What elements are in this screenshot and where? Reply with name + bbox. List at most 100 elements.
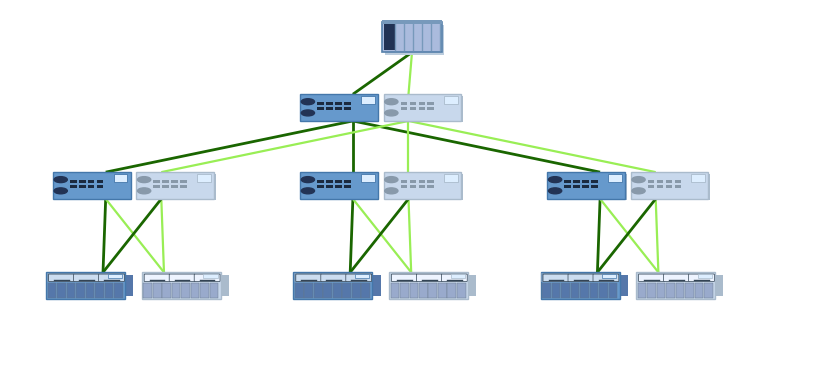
Bar	[105, 283, 114, 298]
Bar	[317, 185, 324, 188]
FancyBboxPatch shape	[73, 274, 100, 282]
Bar	[428, 283, 437, 298]
FancyBboxPatch shape	[321, 274, 347, 282]
Bar	[592, 180, 598, 183]
Bar	[382, 20, 442, 24]
FancyBboxPatch shape	[49, 274, 74, 282]
Circle shape	[632, 188, 645, 194]
Bar	[676, 283, 684, 298]
Bar	[695, 283, 703, 298]
Bar	[400, 180, 407, 183]
Bar	[466, 275, 476, 296]
Bar	[326, 107, 333, 110]
Bar	[153, 283, 162, 298]
Circle shape	[302, 188, 315, 194]
Bar	[294, 273, 372, 282]
Bar	[419, 185, 425, 188]
FancyBboxPatch shape	[391, 274, 417, 282]
Bar	[200, 283, 209, 298]
Bar	[335, 102, 342, 105]
Bar	[428, 185, 434, 188]
Bar	[219, 275, 229, 296]
Bar	[552, 283, 560, 298]
Bar	[428, 102, 434, 105]
FancyBboxPatch shape	[389, 272, 468, 299]
Bar	[70, 180, 77, 183]
FancyBboxPatch shape	[300, 94, 377, 121]
Bar	[48, 283, 57, 298]
Bar	[317, 102, 324, 105]
Circle shape	[385, 188, 398, 194]
Bar	[541, 273, 619, 282]
FancyBboxPatch shape	[639, 274, 664, 282]
Bar	[79, 180, 86, 183]
Bar	[657, 283, 665, 298]
Circle shape	[549, 188, 562, 194]
Bar	[561, 283, 569, 298]
Bar	[324, 283, 332, 298]
FancyBboxPatch shape	[99, 274, 124, 282]
FancyBboxPatch shape	[293, 272, 372, 299]
FancyBboxPatch shape	[442, 274, 467, 282]
FancyBboxPatch shape	[53, 172, 130, 199]
Bar	[400, 102, 407, 105]
Bar	[599, 283, 608, 298]
Bar	[666, 185, 672, 188]
Bar	[181, 283, 190, 298]
Bar	[162, 180, 169, 183]
Bar	[592, 185, 598, 188]
Bar	[400, 185, 407, 188]
Bar	[153, 180, 160, 183]
Circle shape	[549, 177, 562, 183]
Bar	[419, 283, 428, 298]
Circle shape	[138, 188, 151, 194]
Bar	[209, 283, 218, 298]
Bar	[171, 283, 180, 298]
Bar	[390, 273, 467, 282]
Bar	[352, 283, 360, 298]
Bar	[343, 283, 351, 298]
Bar	[88, 180, 95, 183]
Bar	[410, 180, 416, 183]
Bar	[305, 283, 313, 298]
Bar	[138, 174, 216, 200]
Bar	[317, 107, 324, 110]
FancyBboxPatch shape	[114, 174, 128, 182]
Bar	[79, 185, 86, 188]
FancyBboxPatch shape	[144, 274, 170, 282]
Bar	[456, 283, 466, 298]
Bar	[326, 185, 333, 188]
Bar	[302, 174, 379, 200]
Bar	[400, 283, 409, 298]
Bar	[410, 283, 418, 298]
Bar	[410, 107, 416, 110]
Bar	[88, 185, 95, 188]
Bar	[384, 24, 395, 50]
Circle shape	[138, 177, 151, 183]
Bar	[574, 180, 580, 183]
Circle shape	[54, 177, 68, 183]
FancyBboxPatch shape	[346, 274, 372, 282]
FancyBboxPatch shape	[416, 274, 442, 282]
Bar	[648, 180, 654, 183]
Bar	[67, 283, 76, 298]
FancyBboxPatch shape	[547, 172, 625, 199]
FancyBboxPatch shape	[169, 274, 195, 282]
Bar	[171, 185, 178, 188]
FancyBboxPatch shape	[383, 172, 461, 199]
Bar	[589, 283, 598, 298]
Bar	[295, 283, 303, 298]
FancyBboxPatch shape	[602, 274, 616, 278]
Bar	[344, 185, 351, 188]
Bar	[97, 180, 104, 183]
FancyBboxPatch shape	[137, 172, 214, 199]
Bar	[608, 283, 617, 298]
Bar	[47, 273, 124, 282]
Bar	[344, 107, 351, 110]
Bar	[632, 174, 710, 200]
FancyBboxPatch shape	[593, 274, 619, 282]
Bar	[86, 283, 95, 298]
Bar	[171, 180, 178, 183]
Bar	[648, 185, 654, 188]
FancyBboxPatch shape	[568, 274, 594, 282]
